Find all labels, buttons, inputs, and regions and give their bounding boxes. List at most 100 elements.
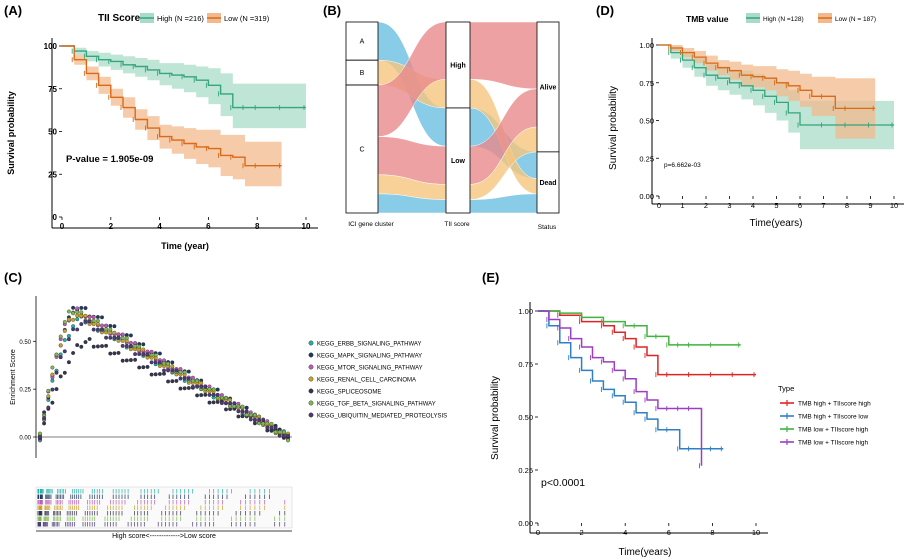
es-point: [100, 344, 104, 349]
es-point: [199, 384, 204, 389]
es-point: [141, 365, 146, 370]
es-point: [211, 393, 216, 397]
es-point: [170, 364, 175, 369]
survival-line-3: [538, 310, 703, 466]
panel-d-legend-high: High (N =128): [746, 13, 804, 23]
panel-d-pvalue: p=6.662e-03: [664, 162, 701, 169]
es-point: [104, 323, 109, 328]
panel-e-legend-title: Type: [778, 384, 794, 393]
es-point: [157, 360, 162, 365]
stratum-0-2: [345, 84, 379, 214]
es-point: [87, 319, 92, 324]
panel-d-legend-low-label: Low (N = 187): [835, 16, 876, 23]
es-point: [75, 310, 80, 315]
es-point: [252, 413, 257, 418]
es-point: [186, 369, 191, 374]
panel-d-label: (D): [596, 3, 614, 18]
es-point: [162, 361, 166, 366]
es-point: [236, 409, 241, 414]
legend-dot-6: [308, 412, 314, 418]
es-point: [199, 381, 204, 386]
x-tick-label: 2: [109, 222, 114, 231]
es-point: [62, 370, 67, 375]
es-point: [207, 387, 212, 392]
es-point: [66, 360, 71, 365]
panel-a-y-ticks: 0 25 50 75 100: [44, 42, 62, 222]
es-point: [83, 340, 88, 345]
x-tick-label: 5: [774, 201, 778, 210]
panel-d-plot: [659, 44, 894, 150]
es-point: [145, 352, 150, 357]
es-point: [195, 384, 200, 389]
es-point: [240, 409, 245, 414]
es-point: [215, 387, 220, 392]
es-point: [75, 327, 80, 332]
stratum-label: A: [360, 39, 365, 46]
es-point: [153, 360, 158, 365]
x-tick-label: 8: [255, 222, 260, 231]
es-point: [75, 317, 80, 322]
es-point: [195, 393, 200, 398]
es-point: [281, 430, 286, 435]
es-point: [174, 368, 179, 373]
y-tick-label: 0.00: [518, 519, 533, 528]
x-tick-label: 6: [798, 201, 802, 210]
es-point: [124, 336, 129, 341]
legend-label-1: TMB high + TIIscore low: [798, 414, 868, 421]
es-point: [58, 334, 63, 339]
es-point: [116, 335, 121, 340]
y-tick-label: 75: [48, 85, 57, 94]
es-point: [124, 344, 129, 348]
es-point: [83, 306, 88, 311]
es-point: [112, 335, 117, 340]
x-tick-label: 9: [868, 201, 872, 210]
es-point: [178, 376, 183, 381]
x-tick-label: 10: [890, 201, 898, 210]
panel-a-pvalue: P-value = 1.905e-09: [66, 154, 153, 165]
es-point: [252, 421, 257, 426]
y-tick-label: 0.75: [518, 360, 533, 369]
legend-label-6: KEGG_UBIQUITIN_MEDIATED_PROTEOLYSIS: [317, 414, 447, 420]
es-point: [199, 393, 204, 398]
es-point: [112, 330, 117, 335]
x-tick-label: 7: [821, 201, 825, 210]
panel-e-label: (E): [482, 270, 499, 285]
es-point: [261, 421, 266, 426]
x-tick-label: 0: [657, 201, 661, 210]
es-point: [91, 318, 96, 323]
es-point: [190, 378, 195, 383]
panel-a-plot: [62, 45, 306, 187]
es-point: [170, 368, 175, 373]
panel-b-label: (B): [323, 3, 341, 18]
es-point: [87, 314, 92, 319]
panel-c-label: (C): [4, 270, 22, 285]
es-point: [120, 335, 125, 340]
es-point: [153, 372, 158, 377]
panel-d-x-label: Time(years): [750, 218, 803, 229]
es-point: [120, 332, 125, 337]
es-point: [211, 400, 216, 405]
panel-e-x-label: Time(years): [619, 547, 672, 558]
es-point: [71, 317, 76, 322]
panel-a-x-label: Time (year): [161, 241, 209, 251]
legend-label-2: TMB low + TIIscore high: [798, 427, 869, 434]
survival-line-1: [538, 310, 724, 450]
panel-e: (E) 0.00 0.25 0.50 0.75 1.00 0 2 4 6 8 10 Time(ye…: [482, 270, 871, 558]
es-point: [112, 351, 117, 356]
es-point: [149, 349, 154, 354]
panel-a-x-ticks: 0 2 4 6 8 10: [60, 217, 311, 231]
es-point: [133, 352, 138, 357]
es-point: [186, 376, 191, 381]
es-point: [62, 349, 67, 354]
es-point: [120, 343, 125, 348]
es-point: [182, 386, 187, 391]
panel-a-legend-title: TII Score: [98, 13, 141, 24]
es-point: [75, 313, 80, 318]
es-point: [42, 421, 47, 426]
es-point: [162, 368, 166, 373]
es-point: [203, 392, 208, 397]
es-point: [215, 393, 220, 397]
stratum-1-1: [445, 107, 471, 214]
es-point: [50, 387, 55, 392]
es-point: [58, 355, 63, 360]
